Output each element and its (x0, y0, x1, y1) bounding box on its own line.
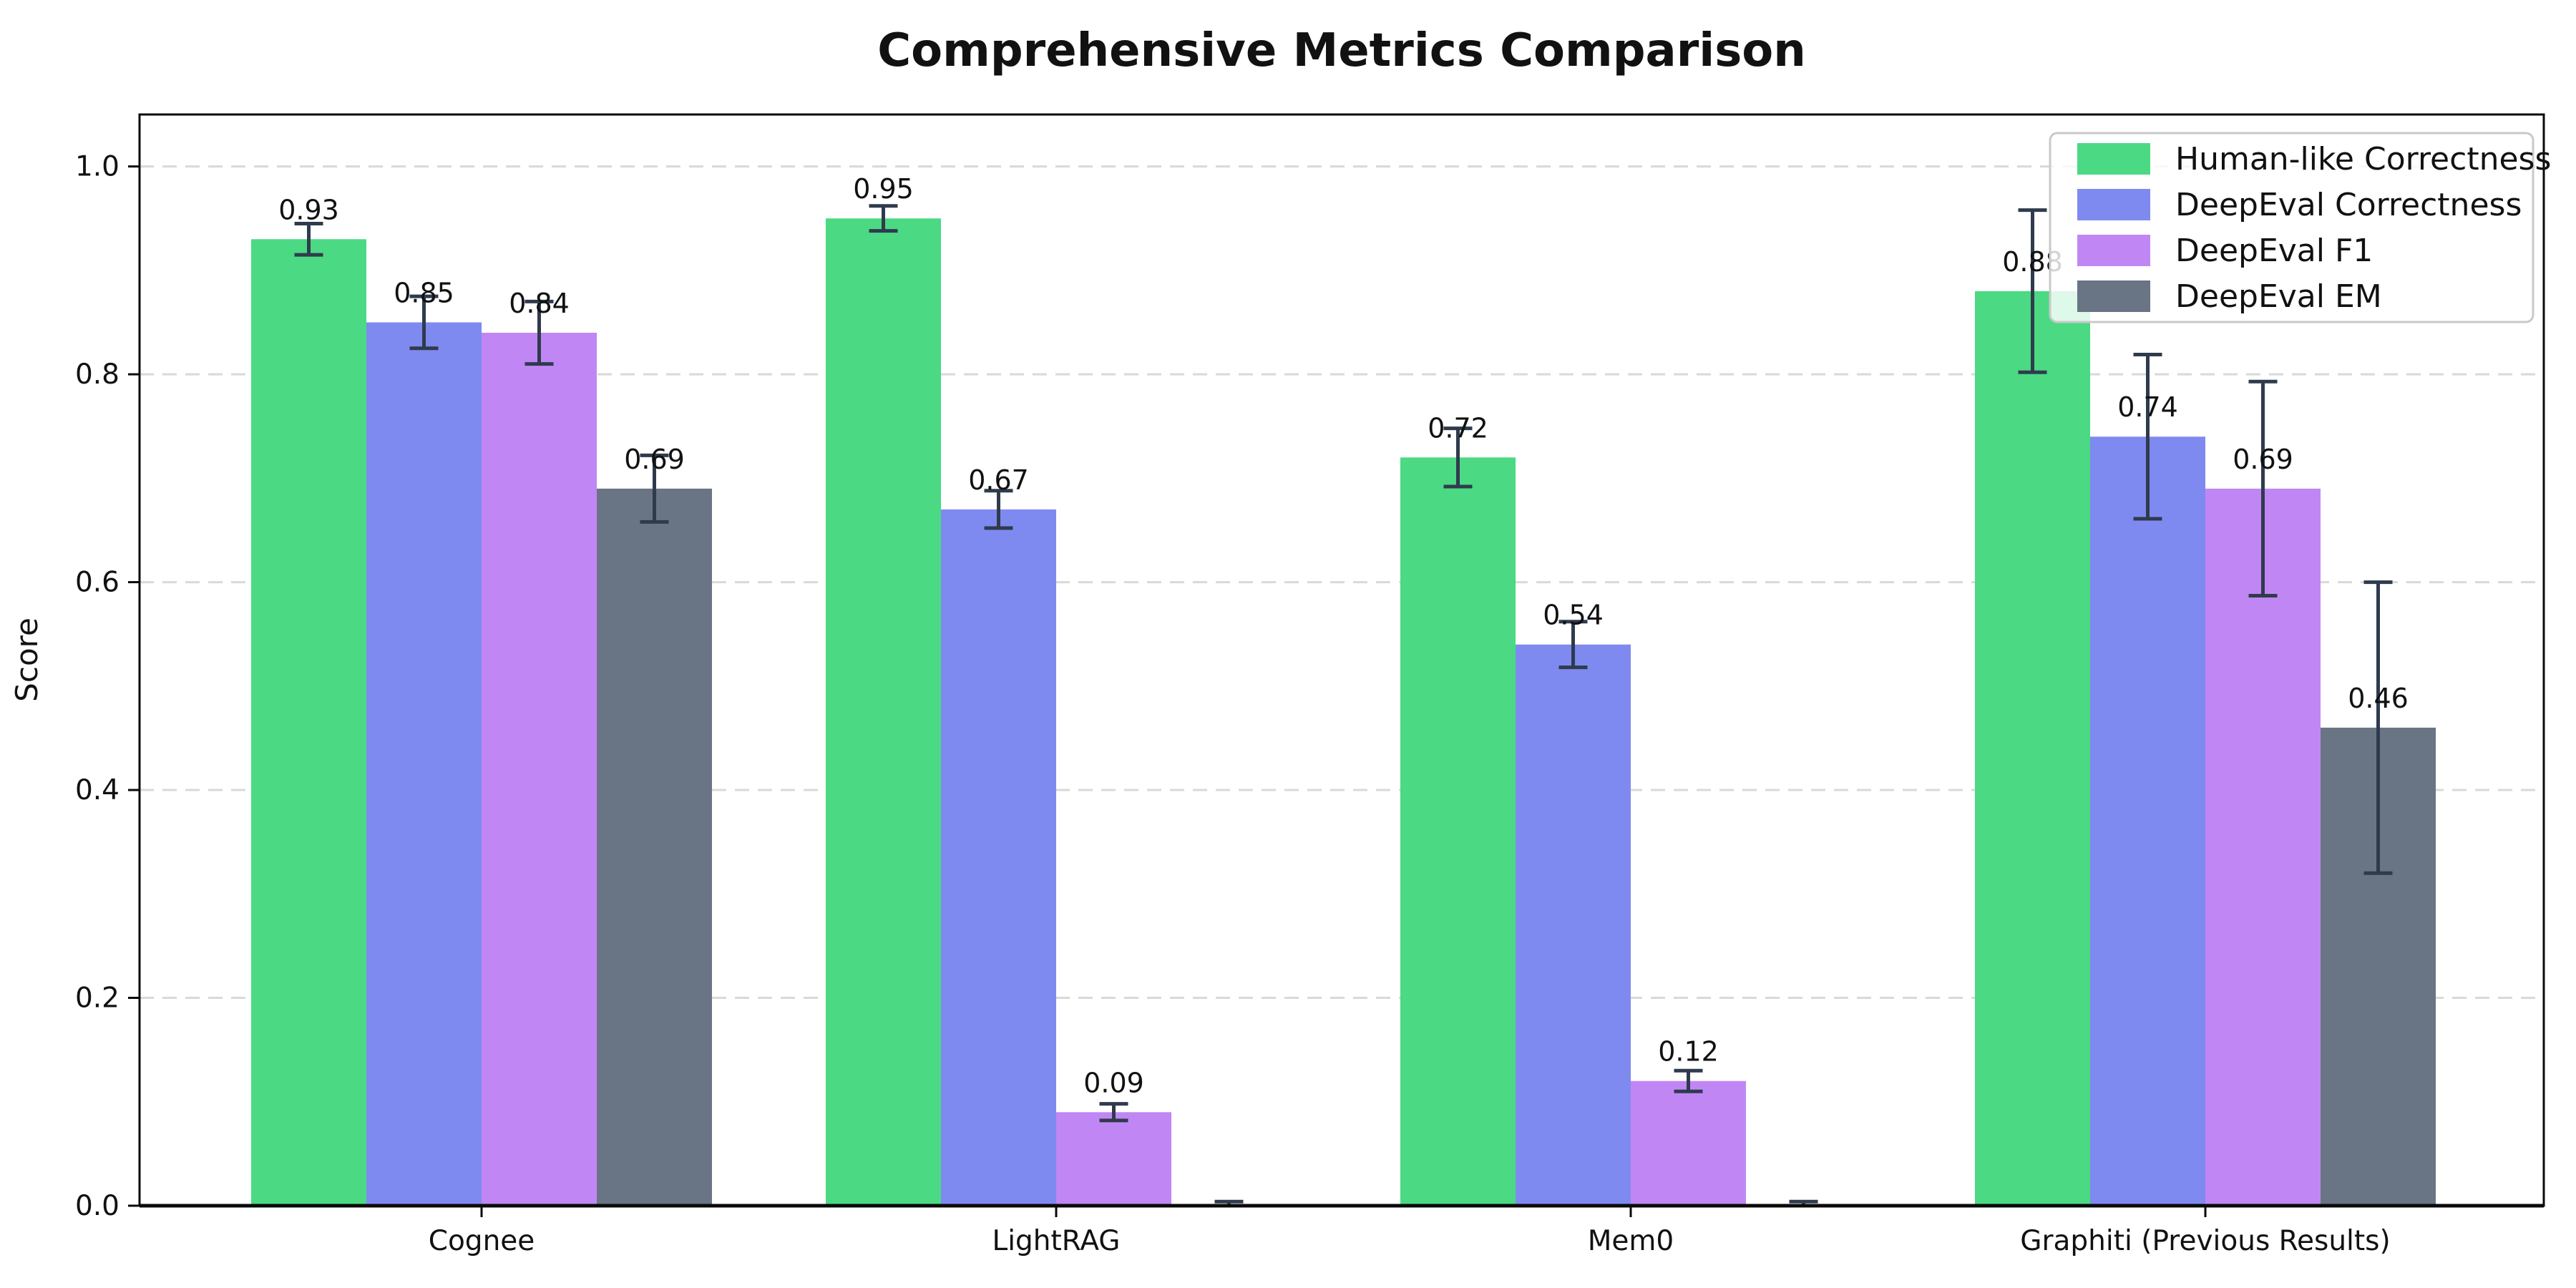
legend-label-deepeval-correctness: DeepEval Correctness (2175, 187, 2522, 223)
y-tick-label: 0.8 (75, 358, 119, 391)
bar-value-label: 0.69 (2233, 444, 2293, 475)
y-axis-label: Score (9, 618, 44, 702)
y-tick-label: 0.0 (75, 1190, 119, 1222)
y-tick-label: 0.6 (75, 567, 119, 599)
bar-value-label: 0.67 (968, 464, 1029, 496)
bar (1631, 1080, 1746, 1206)
x-tick-label: Graphiti (Previous Results) (2020, 1225, 2390, 1257)
bar (941, 509, 1056, 1206)
bar-value-label: 0.54 (1543, 600, 1604, 631)
y-tick-label: 0.4 (75, 774, 119, 806)
x-tick-label: LightRAG (992, 1225, 1120, 1257)
error-bar-layer (294, 204, 2393, 1208)
y-tick-label: 1.0 (75, 151, 119, 183)
x-tick-label: Mem0 (1588, 1225, 1674, 1257)
bar (366, 322, 482, 1206)
legend-label-deepeval-f1: DeepEval F1 (2175, 233, 2373, 269)
x-tick-label: Cognee (429, 1225, 535, 1257)
legend-swatch-deepeval-em (2077, 280, 2150, 312)
chart-title: Comprehensive Metrics Comparison (877, 24, 1806, 77)
bar-value-label: 0.46 (2348, 683, 2409, 714)
legend-label-deepeval-em: DeepEval EM (2175, 278, 2382, 315)
bar (597, 488, 712, 1206)
bar (1056, 1112, 1171, 1206)
bar-value-label: 0.84 (509, 288, 570, 319)
bar (1975, 291, 2090, 1206)
legend-swatch-deepeval-f1 (2077, 235, 2150, 266)
bar-value-label: 0.69 (624, 444, 685, 475)
bar (482, 333, 597, 1206)
bar (2090, 436, 2205, 1206)
legend-swatch-human-like-correctness (2077, 143, 2150, 175)
bar (1400, 457, 1516, 1206)
bar-value-label: 0.85 (394, 277, 454, 308)
legend: Human-like Correctness DeepEval Correctn… (2049, 132, 2551, 323)
bar-value-label: 0.74 (2117, 391, 2178, 423)
bar-value-label: 0.09 (1083, 1067, 1144, 1098)
bar (826, 218, 941, 1206)
legend-swatch-deepeval-correctness (2077, 189, 2150, 220)
y-tick-label: 0.2 (75, 982, 119, 1015)
bar (251, 239, 366, 1206)
bar-value-label: 0.72 (1428, 412, 1488, 444)
bar-value-label: 0.95 (853, 173, 914, 205)
tick-label-layer: 0.0 0.2 0.4 0.6 0.8 1.0 Cognee LightRAG Mem0 Grap… (75, 151, 2391, 1257)
bar-value-label: 0.93 (278, 194, 339, 225)
bar-layer (251, 218, 2436, 1206)
bar-value-label: 0.12 (1658, 1036, 1719, 1068)
legend-label-human-like-correctness: Human-like Correctness (2175, 141, 2551, 177)
axis-layer (128, 113, 2545, 1217)
legend-box (2049, 132, 2534, 323)
bar (2205, 488, 2321, 1206)
bar (1516, 644, 1631, 1206)
